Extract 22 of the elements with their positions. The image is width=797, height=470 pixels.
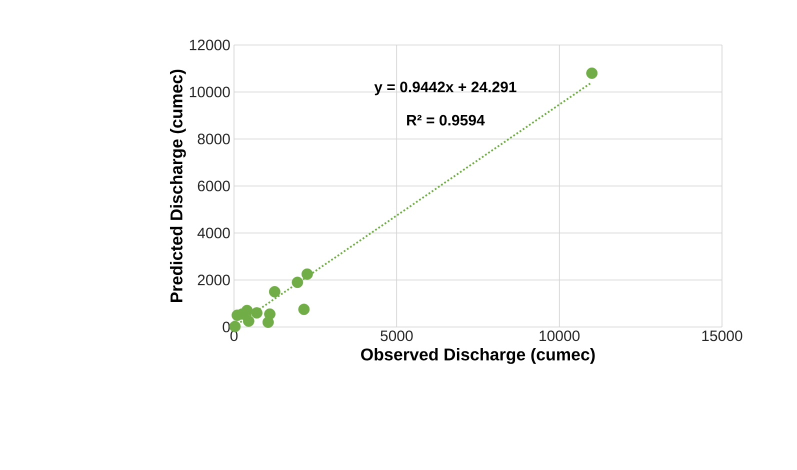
y-tick-label: 4000 bbox=[197, 228, 230, 238]
point bbox=[251, 307, 262, 319]
point bbox=[262, 316, 274, 328]
annotation: R² = 0.9594 bbox=[407, 114, 485, 126]
point bbox=[302, 268, 313, 280]
y-tick-label: 12000 bbox=[190, 40, 230, 50]
point bbox=[268, 286, 280, 298]
y-tick-label: 0 bbox=[222, 322, 230, 332]
x-axis-title: Observed Discharge (cumec) bbox=[361, 348, 595, 364]
x-tick-label: 10000 bbox=[540, 330, 580, 342]
x-tick-label: 15000 bbox=[702, 330, 742, 342]
point bbox=[292, 276, 304, 288]
y-tick-label: 8000 bbox=[198, 134, 230, 144]
point bbox=[298, 304, 310, 316]
x-tick-label: 5000 bbox=[380, 330, 413, 342]
y-axis-title: Predicted Discharge (cumec) bbox=[170, 70, 186, 302]
annotation: y = 0.9442x + 24.291 bbox=[374, 82, 516, 96]
y-tick-label: 10000 bbox=[190, 86, 230, 98]
point bbox=[242, 315, 254, 327]
y-tick-label: 6000 bbox=[198, 180, 230, 192]
point bbox=[586, 67, 598, 79]
y-tick-label: 2000 bbox=[198, 274, 230, 286]
